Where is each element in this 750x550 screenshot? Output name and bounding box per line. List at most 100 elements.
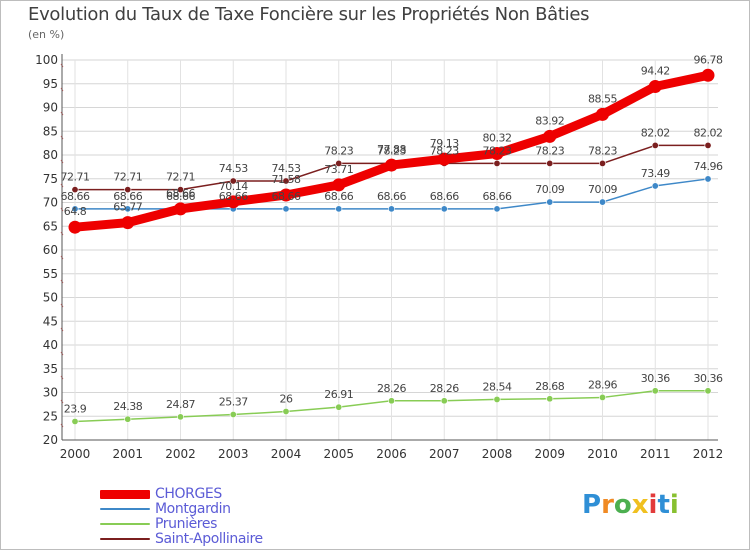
data-label-chorges: 79.13 bbox=[430, 137, 459, 150]
data-label-prunieres: 25.37 bbox=[219, 395, 248, 408]
legend-swatch-montgardin bbox=[100, 508, 150, 510]
data-label-chorges: 65.77 bbox=[113, 201, 142, 214]
data-point-chorges bbox=[121, 216, 135, 230]
data-point-saint-apollinaire bbox=[71, 186, 79, 194]
data-point-montgardin bbox=[598, 198, 606, 206]
x-tick-label: 2001 bbox=[112, 447, 143, 461]
data-point-montgardin bbox=[71, 205, 79, 213]
data-label-saint-apollinaire: 74.53 bbox=[272, 162, 301, 175]
data-label-prunieres: 28.26 bbox=[377, 382, 406, 395]
legend-label-prunieres: Prunières bbox=[155, 516, 217, 532]
y-tick-label: 55 bbox=[43, 267, 58, 281]
data-point-chorges bbox=[596, 107, 609, 121]
data-point-prunieres bbox=[546, 395, 554, 403]
data-point-saint-apollinaire bbox=[177, 186, 185, 194]
data-label-chorges: 80.32 bbox=[483, 131, 512, 144]
legend-swatch-chorges bbox=[100, 490, 150, 499]
series-prunieres bbox=[71, 387, 712, 425]
data-label-chorges: 68.66 bbox=[166, 187, 195, 200]
data-label-chorges: 94.42 bbox=[641, 65, 670, 78]
x-tick-label: 2004 bbox=[271, 447, 302, 461]
data-point-prunieres bbox=[598, 393, 606, 401]
data-label-montgardin: 68.66 bbox=[272, 190, 301, 203]
data-label-saint-apollinaire: 72.71 bbox=[61, 171, 90, 184]
data-label-montgardin: 68.66 bbox=[430, 190, 459, 203]
data-point-montgardin bbox=[282, 205, 290, 213]
data-point-montgardin bbox=[440, 205, 448, 213]
data-label-montgardin: 68.66 bbox=[113, 190, 142, 203]
legend-swatch-prunieres bbox=[100, 523, 150, 525]
data-label-montgardin: 74.96 bbox=[694, 160, 723, 173]
y-unit-label: (en %) bbox=[28, 28, 65, 41]
data-label-prunieres: 26 bbox=[280, 393, 293, 406]
data-label-saint-apollinaire: 78.23 bbox=[324, 144, 353, 157]
data-point-prunieres bbox=[651, 387, 659, 395]
x-tick-label: 2008 bbox=[482, 447, 513, 461]
data-point-chorges bbox=[226, 195, 240, 209]
logo-letter: r bbox=[601, 490, 614, 520]
data-label-saint-apollinaire: 82.02 bbox=[641, 126, 670, 139]
y-tick-label: 75 bbox=[43, 172, 58, 186]
data-point-chorges bbox=[174, 202, 187, 216]
data-label-chorges: 96.78 bbox=[694, 53, 723, 66]
y-tick-label: 65 bbox=[43, 219, 58, 233]
data-point-saint-apollinaire bbox=[598, 159, 606, 167]
y-tick-label: 40 bbox=[43, 338, 58, 352]
data-point-saint-apollinaire bbox=[493, 159, 501, 167]
series-chorges bbox=[68, 68, 715, 234]
data-point-chorges bbox=[701, 68, 715, 82]
proxiti-logo: Proxiti bbox=[582, 490, 679, 520]
x-tick-label: 2002 bbox=[165, 447, 196, 461]
logo-letter: i bbox=[669, 490, 679, 520]
data-point-montgardin bbox=[335, 205, 343, 213]
x-tick-label: 2009 bbox=[534, 447, 565, 461]
data-label-saint-apollinaire: 78.23 bbox=[377, 144, 406, 157]
data-label-saint-apollinaire: 74.53 bbox=[219, 162, 248, 175]
logo-letter: x bbox=[631, 490, 649, 520]
data-point-prunieres bbox=[282, 407, 290, 415]
data-point-saint-apollinaire bbox=[229, 177, 237, 185]
data-label-chorges: 73.71 bbox=[324, 163, 353, 176]
data-label-prunieres: 28.54 bbox=[483, 380, 512, 393]
data-label-saint-apollinaire: 72.71 bbox=[113, 171, 142, 184]
data-label-montgardin: 68.66 bbox=[324, 190, 353, 203]
legend-swatch-saint-apollinaire bbox=[100, 538, 150, 540]
data-point-chorges bbox=[332, 178, 346, 192]
data-point-chorges bbox=[279, 188, 293, 202]
legend-label-chorges: CHORGES bbox=[155, 486, 222, 502]
data-point-montgardin bbox=[124, 205, 132, 213]
y-tick-label: 70 bbox=[43, 196, 58, 210]
data-label-montgardin: 68.66 bbox=[166, 190, 195, 203]
y-tick-label: 45 bbox=[43, 314, 58, 328]
data-label-saint-apollinaire: 78.23 bbox=[588, 144, 617, 157]
y-tick-label: 90 bbox=[43, 101, 58, 115]
data-point-montgardin bbox=[387, 205, 395, 213]
data-label-prunieres: 26.91 bbox=[324, 388, 353, 401]
data-point-montgardin bbox=[493, 205, 501, 213]
data-point-saint-apollinaire bbox=[124, 186, 132, 194]
data-label-montgardin: 73.49 bbox=[641, 167, 670, 180]
y-tick-label: 85 bbox=[43, 124, 58, 138]
data-label-chorges: 64.8 bbox=[64, 205, 87, 218]
x-tick-label: 2011 bbox=[640, 447, 671, 461]
data-label-montgardin: 70.09 bbox=[535, 183, 564, 196]
y-tick-label: 60 bbox=[43, 243, 58, 257]
data-point-saint-apollinaire bbox=[335, 159, 343, 167]
data-label-prunieres: 23.9 bbox=[64, 402, 87, 415]
logo-letter: t bbox=[657, 490, 670, 520]
x-tick-label: 2006 bbox=[376, 447, 407, 461]
data-label-prunieres: 28.68 bbox=[535, 380, 564, 393]
data-label-montgardin: 70.09 bbox=[588, 183, 617, 196]
data-point-prunieres bbox=[177, 413, 185, 421]
data-label-montgardin: 68.66 bbox=[219, 190, 248, 203]
data-label-chorges: 70.14 bbox=[219, 180, 248, 193]
data-point-chorges bbox=[437, 152, 451, 166]
legend-label-saint-apollinaire: Saint-Apollinaire bbox=[155, 531, 263, 547]
x-tick-label: 2007 bbox=[429, 447, 460, 461]
data-point-saint-apollinaire bbox=[546, 159, 554, 167]
data-point-prunieres bbox=[704, 387, 712, 395]
data-point-montgardin bbox=[704, 175, 712, 183]
data-point-saint-apollinaire bbox=[651, 141, 659, 149]
